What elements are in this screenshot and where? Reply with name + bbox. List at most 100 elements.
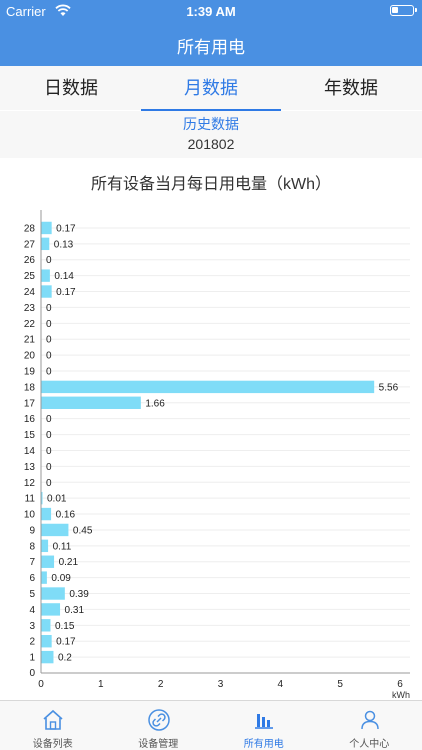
tab-day[interactable]: 日数据 — [44, 78, 98, 98]
bar — [41, 619, 51, 632]
x-tick-label: 5 — [337, 679, 343, 690]
category-label: 14 — [24, 446, 36, 457]
bar — [41, 237, 50, 251]
value-label: 0.13 — [54, 239, 74, 250]
value-label: 0.17 — [56, 637, 76, 648]
x-tick-label: 1 — [98, 679, 104, 690]
navigation-bar: 所有用电 — [0, 22, 422, 66]
category-label: 9 — [29, 525, 35, 536]
link-icon — [147, 709, 170, 731]
home-icon — [43, 709, 63, 730]
bar — [41, 555, 55, 568]
bar — [41, 380, 375, 394]
value-label: 0 — [46, 446, 52, 457]
bar — [41, 491, 43, 505]
category-label: 16 — [24, 414, 36, 425]
category-label: 20 — [24, 351, 36, 362]
value-label: 0.21 — [59, 557, 79, 568]
person-icon — [360, 710, 379, 730]
tab-personal-center-label: 个人中心 — [349, 739, 390, 750]
tab-device-list-label: 设备列表 — [32, 739, 73, 750]
value-label: 5.56 — [379, 382, 399, 393]
category-label: 2 — [29, 637, 35, 648]
status-bar: Carrier 1:39 AM — [0, 0, 422, 22]
x-tick-label: 4 — [278, 679, 284, 690]
category-label: 25 — [24, 271, 36, 282]
history-data-link[interactable]: 历史数据 — [183, 116, 239, 132]
wifi-icon — [55, 4, 71, 16]
category-label: 23 — [24, 303, 36, 314]
value-label: 0 — [46, 462, 52, 473]
bar — [41, 523, 69, 537]
bar-chart-icon — [255, 714, 273, 729]
category-label: 17 — [24, 398, 36, 409]
x-tick-label: 3 — [218, 679, 224, 690]
bar — [41, 269, 50, 282]
value-label: 0 — [46, 478, 52, 489]
x-tick-label: 0 — [38, 679, 44, 690]
x-tick-label: 6 — [397, 679, 403, 690]
bar — [41, 587, 65, 600]
page-title: 所有用电 — [177, 38, 245, 57]
bar — [41, 635, 52, 648]
value-label: 0 — [46, 367, 52, 378]
x-tick-label: 2 — [158, 679, 164, 690]
value-label: 0.09 — [51, 573, 71, 584]
value-label: 0 — [46, 303, 52, 314]
tab-device-manage-label: 设备管理 — [138, 739, 179, 750]
category-label: 15 — [24, 430, 36, 441]
value-label: 0.01 — [47, 494, 67, 505]
value-label: 0.17 — [56, 287, 76, 298]
tab-all-power[interactable]: 所有用电 — [211, 701, 317, 750]
value-label: 0 — [46, 335, 52, 346]
tab-device-manage[interactable]: 设备管理 — [106, 701, 212, 750]
history-section — [0, 111, 422, 158]
category-label: 22 — [24, 319, 36, 330]
active-tab-indicator — [141, 109, 281, 111]
category-label: 6 — [29, 573, 35, 584]
battery-icon — [390, 5, 417, 16]
tab-year[interactable]: 年数据 — [324, 78, 378, 98]
tab-personal-center[interactable]: 个人中心 — [317, 701, 422, 750]
category-label: 5 — [29, 589, 35, 600]
y-axis-zero-label: 0 — [29, 668, 35, 679]
value-label: 0 — [46, 351, 52, 362]
value-label: 0.45 — [73, 525, 93, 536]
category-label: 28 — [24, 223, 36, 234]
category-label: 4 — [29, 605, 35, 616]
category-label: 7 — [29, 557, 35, 568]
category-label: 21 — [24, 335, 36, 346]
value-label: 0.39 — [69, 589, 89, 600]
value-label: 0 — [46, 319, 52, 330]
clock-time: 1:39 AM — [186, 4, 236, 19]
category-label: 27 — [24, 239, 36, 250]
value-label: 0 — [46, 255, 52, 266]
bar — [41, 507, 52, 521]
value-label: 0.31 — [65, 605, 85, 616]
history-period: 201802 — [187, 136, 235, 152]
value-label: 0.17 — [56, 223, 76, 234]
value-label: 0 — [46, 414, 52, 425]
bar — [41, 396, 141, 409]
tab-month[interactable]: 月数据 — [184, 78, 238, 98]
bar — [41, 571, 47, 584]
value-label: 1.66 — [145, 398, 165, 409]
bar — [41, 603, 61, 616]
bar — [41, 221, 52, 235]
category-label: 12 — [24, 478, 36, 489]
bar — [41, 539, 49, 553]
tab-all-power-label: 所有用电 — [243, 739, 284, 750]
category-label: 3 — [29, 621, 35, 632]
category-label: 18 — [24, 382, 36, 393]
period-tabs: 日数据 月数据 年数据 — [0, 66, 422, 110]
category-label: 24 — [24, 287, 36, 298]
category-label: 8 — [29, 541, 35, 552]
tab-device-list[interactable]: 设备列表 — [0, 701, 106, 750]
chart-title: 所有设备当月每日用电量（kWh） — [90, 176, 331, 193]
value-label: 0.11 — [53, 541, 72, 552]
value-label: 0.16 — [56, 510, 76, 521]
x-axis-unit-label: kWh — [392, 690, 410, 700]
category-label: 19 — [24, 367, 36, 378]
bottom-tab-bar: 设备列表 设备管理 所有用电 个人中心 — [0, 700, 422, 750]
carrier-label: Carrier — [6, 4, 46, 19]
